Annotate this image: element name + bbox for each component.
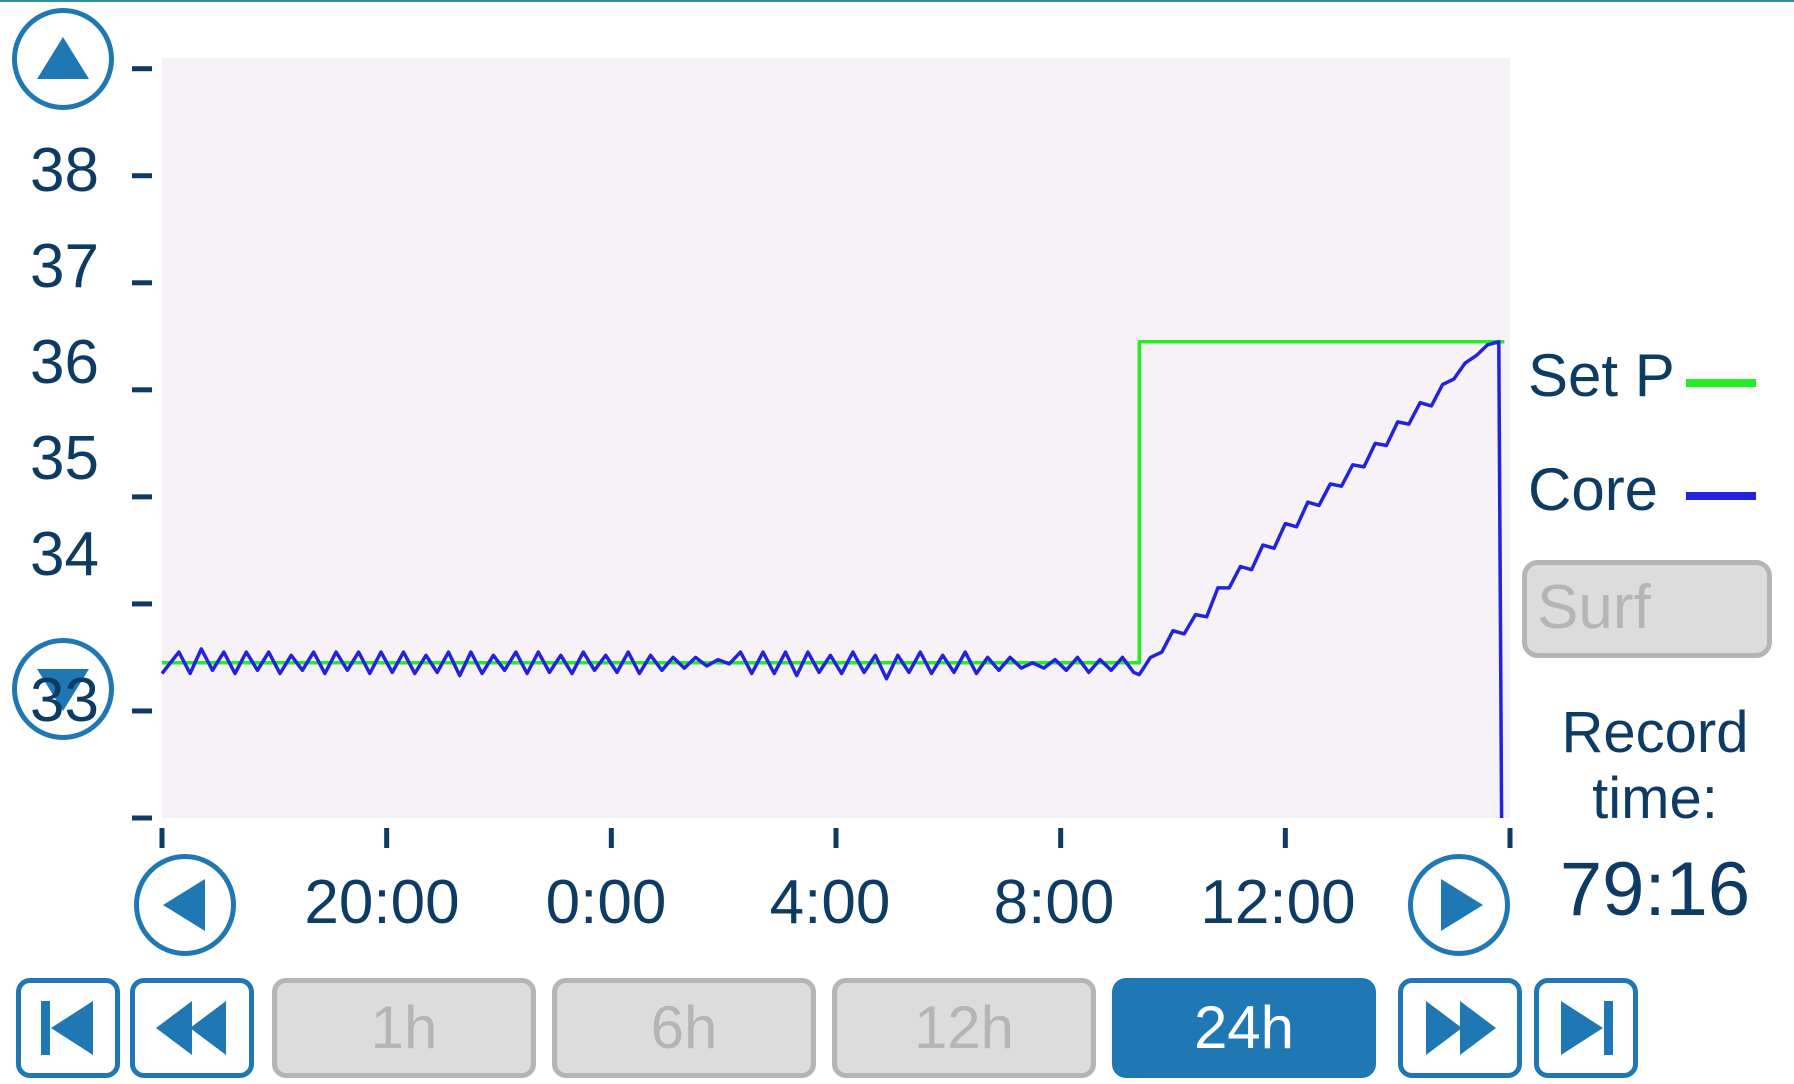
- legend-label-setp: Set P: [1528, 342, 1675, 409]
- y-tick-mark: [132, 815, 152, 821]
- scroll-down-button[interactable]: [12, 638, 114, 740]
- y-tick-label: 33: [30, 666, 99, 735]
- x-tick-label: 8:00: [993, 868, 1115, 937]
- rewind-icon: [156, 1001, 226, 1055]
- range-1h-button[interactable]: 1h: [272, 978, 536, 1078]
- record-label-line: time:: [1592, 766, 1718, 831]
- legend-label-core: Core: [1528, 456, 1659, 523]
- surf-button[interactable]: Surf: [1522, 560, 1772, 658]
- x-tick-mark: [1507, 828, 1513, 848]
- range-12h-button[interactable]: 12h: [832, 978, 1096, 1078]
- record-time-value: 79:16: [1559, 847, 1751, 932]
- x-tick-mark: [384, 828, 390, 848]
- x-tick-mark: [1282, 828, 1288, 848]
- y-tick-label: 36: [30, 328, 99, 397]
- skip-to-end-icon: [1561, 1001, 1613, 1055]
- x-tick-label: 4:00: [769, 868, 891, 937]
- y-tick-mark: [132, 708, 152, 714]
- record-time-label: Record time:: [1540, 700, 1770, 832]
- y-tick-mark: [132, 387, 152, 393]
- fast-forward-button[interactable]: [1398, 978, 1522, 1078]
- chart-series: [160, 339, 1505, 819]
- y-tick-mark: [132, 494, 152, 500]
- x-tick-mark: [608, 828, 614, 848]
- y-tick-mark: [132, 173, 152, 179]
- last-button[interactable]: [1534, 978, 1638, 1078]
- y-tick-mark: [132, 280, 152, 286]
- y-tick-label: 37: [30, 232, 99, 301]
- triangle-up-icon: [37, 37, 89, 79]
- top-border: [0, 0, 1794, 2]
- triangle-down-icon: [37, 669, 89, 711]
- pan-right-button[interactable]: [1408, 854, 1510, 956]
- range-24h-button[interactable]: 24h: [1112, 978, 1376, 1078]
- series-line-core: [160, 339, 1504, 819]
- y-tick-marks: [132, 66, 152, 821]
- x-tick-marks: [159, 828, 1513, 848]
- y-tick-mark: [132, 601, 152, 607]
- legend-swatch-setp: [1686, 379, 1756, 387]
- legend-swatch-core: [1686, 492, 1756, 500]
- pan-left-button[interactable]: [134, 854, 236, 956]
- x-tick-label: 0:00: [545, 868, 667, 937]
- scroll-up-button[interactable]: [12, 8, 114, 110]
- x-tick-label: 20:00: [304, 868, 460, 937]
- y-tick-mark: [132, 66, 152, 72]
- y-tick-label: 35: [30, 424, 99, 493]
- first-button[interactable]: [16, 978, 120, 1078]
- fast-forward-icon: [1426, 1001, 1496, 1055]
- y-tick-label: 34: [30, 520, 99, 589]
- triangle-right-icon: [1441, 879, 1483, 931]
- record-label-line: Record: [1561, 700, 1749, 765]
- range-6h-button[interactable]: 6h: [552, 978, 816, 1078]
- skip-to-start-icon: [41, 1001, 93, 1055]
- rewind-button[interactable]: [130, 978, 254, 1078]
- y-tick-label: 38: [30, 136, 99, 205]
- temperature-chart: [132, 58, 1513, 848]
- x-tick-mark: [833, 828, 839, 848]
- series-line-set-p: [162, 339, 1505, 665]
- plot-area: [162, 58, 1510, 818]
- x-tick-mark: [1058, 828, 1064, 848]
- x-tick-mark: [159, 828, 165, 848]
- triangle-left-icon: [163, 879, 205, 931]
- x-tick-label: 12:00: [1200, 868, 1356, 937]
